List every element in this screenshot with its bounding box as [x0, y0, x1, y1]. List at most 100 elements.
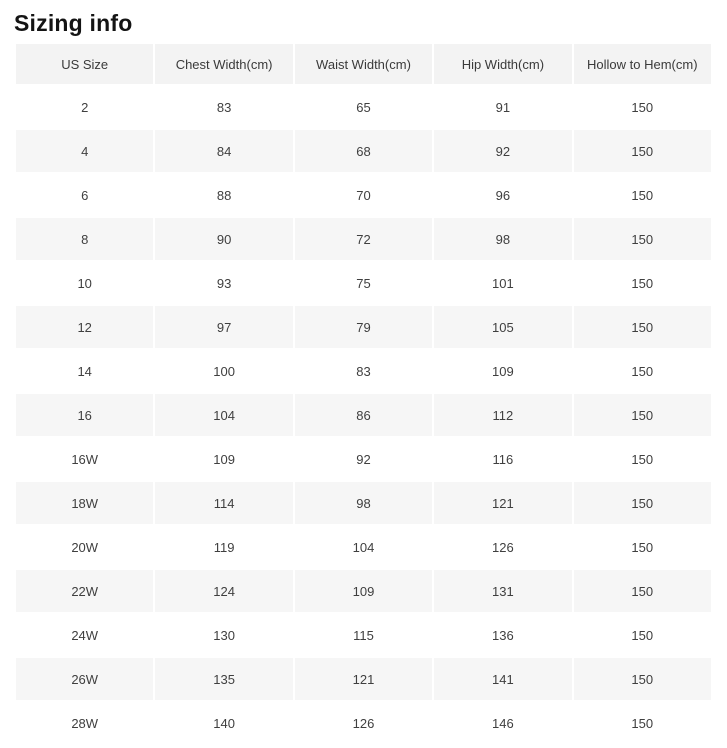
column-header-hip-width: Hip Width(cm) — [434, 44, 572, 84]
table-row: 24W 130 115 136 150 — [16, 614, 711, 656]
column-header-us-size: US Size — [16, 44, 154, 84]
measurement-cell: 104 — [155, 394, 293, 436]
measurement-cell: 92 — [294, 438, 433, 480]
measurement-cell: 115 — [294, 614, 433, 656]
column-header-hollow-to-hem: Hollow to Hem(cm) — [573, 44, 711, 84]
table-row: 10 93 75 101 150 — [16, 262, 711, 304]
us-size-cell: 12 — [16, 306, 154, 348]
measurement-cell: 130 — [155, 614, 293, 656]
measurement-cell: 68 — [294, 130, 433, 172]
us-size-cell: 26W — [16, 658, 154, 700]
measurement-cell: 150 — [573, 174, 711, 216]
table-row: 14 100 83 109 150 — [16, 350, 711, 392]
measurement-cell: 150 — [573, 86, 711, 128]
page-title: Sizing info — [14, 10, 133, 36]
measurement-cell: 98 — [434, 218, 572, 260]
measurement-cell: 93 — [155, 262, 293, 304]
measurement-cell: 70 — [294, 174, 433, 216]
measurement-cell: 141 — [434, 658, 572, 700]
measurement-cell: 150 — [573, 702, 711, 744]
measurement-cell: 150 — [573, 262, 711, 304]
measurement-cell: 135 — [155, 658, 293, 700]
us-size-cell: 18W — [16, 482, 154, 524]
measurement-cell: 97 — [155, 306, 293, 348]
us-size-cell: 20W — [16, 526, 154, 568]
table-row: 12 97 79 105 150 — [16, 306, 711, 348]
measurement-cell: 131 — [434, 570, 572, 612]
measurement-cell: 121 — [294, 658, 433, 700]
measurement-cell: 124 — [155, 570, 293, 612]
measurement-cell: 150 — [573, 218, 711, 260]
measurement-cell: 65 — [294, 86, 433, 128]
us-size-cell: 2 — [16, 86, 154, 128]
measurement-cell: 150 — [573, 482, 711, 524]
table-row: 16 104 86 112 150 — [16, 394, 711, 436]
us-size-cell: 14 — [16, 350, 154, 392]
measurement-cell: 121 — [434, 482, 572, 524]
measurement-cell: 146 — [434, 702, 572, 744]
measurement-cell: 79 — [294, 306, 433, 348]
table-row: 16W 109 92 116 150 — [16, 438, 711, 480]
measurement-cell: 150 — [573, 306, 711, 348]
measurement-cell: 150 — [573, 570, 711, 612]
table-row: 8 90 72 98 150 — [16, 218, 711, 260]
measurement-cell: 109 — [294, 570, 433, 612]
measurement-cell: 100 — [155, 350, 293, 392]
measurement-cell: 126 — [434, 526, 572, 568]
table-row: 26W 135 121 141 150 — [16, 658, 711, 700]
column-header-waist-width: Waist Width(cm) — [294, 44, 433, 84]
us-size-cell: 24W — [16, 614, 154, 656]
table-row: 20W 119 104 126 150 — [16, 526, 711, 568]
measurement-cell: 96 — [434, 174, 572, 216]
table-header: US Size Chest Width(cm) Waist Width(cm) Hip… — [16, 44, 711, 84]
measurement-cell: 150 — [573, 438, 711, 480]
table-row: 22W 124 109 131 150 — [16, 570, 711, 612]
us-size-cell: 8 — [16, 218, 154, 260]
measurement-cell: 90 — [155, 218, 293, 260]
us-size-cell: 10 — [16, 262, 154, 304]
measurement-cell: 150 — [573, 350, 711, 392]
measurement-cell: 150 — [573, 658, 711, 700]
measurement-cell: 112 — [434, 394, 572, 436]
us-size-cell: 16W — [16, 438, 154, 480]
measurement-cell: 150 — [573, 130, 711, 172]
measurement-cell: 86 — [294, 394, 433, 436]
us-size-cell: 28W — [16, 702, 154, 744]
measurement-cell: 126 — [294, 702, 433, 744]
measurement-cell: 109 — [434, 350, 572, 392]
us-size-cell: 6 — [16, 174, 154, 216]
measurement-cell: 98 — [294, 482, 433, 524]
table-row: 28W 140 126 146 150 — [16, 702, 711, 744]
column-header-chest-width: Chest Width(cm) — [155, 44, 293, 84]
measurement-cell: 114 — [155, 482, 293, 524]
measurement-cell: 84 — [155, 130, 293, 172]
measurement-cell: 150 — [573, 526, 711, 568]
table-row: 18W 114 98 121 150 — [16, 482, 711, 524]
us-size-cell: 4 — [16, 130, 154, 172]
measurement-cell: 119 — [155, 526, 293, 568]
measurement-cell: 83 — [294, 350, 433, 392]
measurement-cell: 109 — [155, 438, 293, 480]
table-row: 6 88 70 96 150 — [16, 174, 711, 216]
us-size-cell: 22W — [16, 570, 154, 612]
table-row: 2 83 65 91 150 — [16, 86, 711, 128]
measurement-cell: 83 — [155, 86, 293, 128]
measurement-cell: 101 — [434, 262, 572, 304]
table-body: 2 83 65 91 150 4 84 68 92 150 6 88 70 96 150 8 90 72 98 150… — [16, 86, 711, 744]
measurement-cell: 105 — [434, 306, 572, 348]
measurement-cell: 150 — [573, 614, 711, 656]
measurement-cell: 75 — [294, 262, 433, 304]
header-row: US Size Chest Width(cm) Waist Width(cm) Hip… — [16, 44, 711, 84]
measurement-cell: 88 — [155, 174, 293, 216]
sizing-table: US Size Chest Width(cm) Waist Width(cm) Hip… — [14, 42, 713, 746]
measurement-cell: 150 — [573, 394, 711, 436]
measurement-cell: 104 — [294, 526, 433, 568]
measurement-cell: 140 — [155, 702, 293, 744]
measurement-cell: 92 — [434, 130, 572, 172]
table-row: 4 84 68 92 150 — [16, 130, 711, 172]
measurement-cell: 136 — [434, 614, 572, 656]
measurement-cell: 91 — [434, 86, 572, 128]
measurement-cell: 116 — [434, 438, 572, 480]
measurement-cell: 72 — [294, 218, 433, 260]
